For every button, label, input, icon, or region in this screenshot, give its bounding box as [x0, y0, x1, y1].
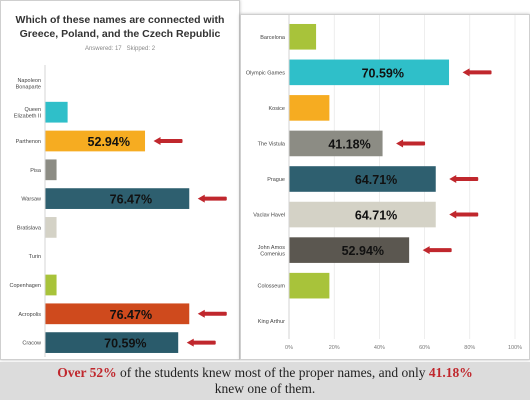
x-tick-label: 100%	[508, 345, 522, 351]
caption: Over 52% of the students knew most of th…	[0, 362, 530, 400]
caption-line1: Over 52% of the students knew most of th…	[0, 362, 530, 381]
category-label: Pisa	[30, 168, 42, 174]
category-label: Turin	[29, 254, 41, 260]
x-tick-label: 20%	[329, 345, 340, 351]
bar-warsaw	[45, 188, 190, 209]
red-arrow-icon	[153, 137, 183, 145]
chart-title-line2: Greece, Poland, and the Czech Republic	[19, 28, 221, 40]
data-label: 52.94%	[88, 135, 130, 149]
left-chart-panel: Which of these names are connected with …	[0, 0, 240, 360]
bar-barcelona	[289, 23, 317, 50]
caption-line2: knew one of them.	[214, 381, 316, 396]
category-label: Cracow	[22, 341, 41, 347]
category-label: King Arthur	[258, 319, 285, 325]
caption-highlight-2: 41.18%	[428, 365, 473, 380]
red-arrow-icon	[396, 139, 426, 148]
data-label: 76.47%	[110, 308, 152, 322]
data-label: 64.71%	[355, 173, 397, 187]
category-label: Queen Elizabeth II	[14, 107, 42, 119]
red-arrow-icon	[186, 338, 216, 347]
category-label: Barcelona	[260, 35, 286, 41]
right-chart-panel: 0% 20% 40% 60% 80% 100% Barcelona Olympic Games…	[240, 14, 530, 360]
category-label: Copenhagen	[9, 283, 41, 289]
category-label: Olympic Games	[246, 70, 285, 76]
x-tick-label: 0%	[285, 345, 293, 351]
category-label: Colosseum	[257, 284, 285, 290]
x-tick-label: 60%	[419, 345, 430, 351]
response-stats: Answered: 17 Skipped: 2	[1, 46, 239, 52]
bar-prague	[289, 166, 436, 192]
data-label: 70.59%	[362, 66, 404, 80]
answered-count: Answered: 17	[84, 46, 122, 52]
left-bar-chart: Napoleon Bonaparte Queen Elizabeth II Parthe…	[9, 65, 227, 357]
category-label: Kosice	[268, 106, 285, 112]
red-arrow-icon	[197, 194, 227, 203]
bar-cracow	[45, 332, 179, 353]
bar-queen-elizabeth-ii	[45, 101, 68, 123]
skipped-count: Skipped: 2	[126, 46, 156, 52]
bar-colosseum	[289, 272, 330, 299]
category-label: Bratislava	[17, 225, 42, 231]
bar-vaclav-havel	[289, 201, 436, 228]
bar-acropolis	[45, 303, 190, 325]
data-label: 64.71%	[355, 209, 397, 223]
bar-copenhagen	[45, 274, 57, 296]
data-label: 76.47%	[110, 193, 152, 207]
bar-the-vistula	[289, 130, 383, 157]
x-tick-label: 80%	[464, 345, 475, 351]
red-arrow-icon	[462, 68, 492, 77]
category-label: Prague	[267, 177, 285, 183]
red-arrow-icon	[422, 246, 452, 255]
bar-john-amos-comenius	[289, 237, 410, 263]
chart-title-line1: Which of these names are connected with	[15, 14, 225, 26]
right-bar-chart: 0% 20% 40% 60% 80% 100% Barcelona Olympic Games…	[246, 15, 522, 351]
bar-kosice	[289, 95, 330, 121]
x-tick-label: 40%	[374, 345, 385, 351]
bar-olympic-games	[289, 59, 450, 86]
data-label: 41.18%	[328, 137, 370, 151]
red-arrow-icon	[449, 175, 479, 183]
data-label: 70.59%	[104, 337, 146, 351]
bar-bratislava	[45, 217, 57, 238]
category-label: Acropolis	[18, 312, 41, 318]
category-label: Napoleon Bonaparte	[16, 78, 41, 90]
category-label: Parthenon	[16, 139, 41, 145]
red-arrow-icon	[449, 210, 479, 219]
category-label: Warsaw	[21, 197, 41, 203]
caption-highlight-1: Over 52%	[57, 365, 117, 380]
bar-parthenon	[45, 130, 146, 152]
caption-text-1: of the students knew most of the proper …	[116, 365, 429, 380]
red-arrow-icon	[197, 309, 227, 318]
category-label: Vaclav Havel	[253, 213, 285, 219]
data-label: 52.94%	[342, 244, 384, 258]
category-label: The Vistula	[258, 141, 286, 147]
bar-pisa	[45, 159, 57, 181]
category-label: John Amos Comenius	[258, 245, 285, 257]
